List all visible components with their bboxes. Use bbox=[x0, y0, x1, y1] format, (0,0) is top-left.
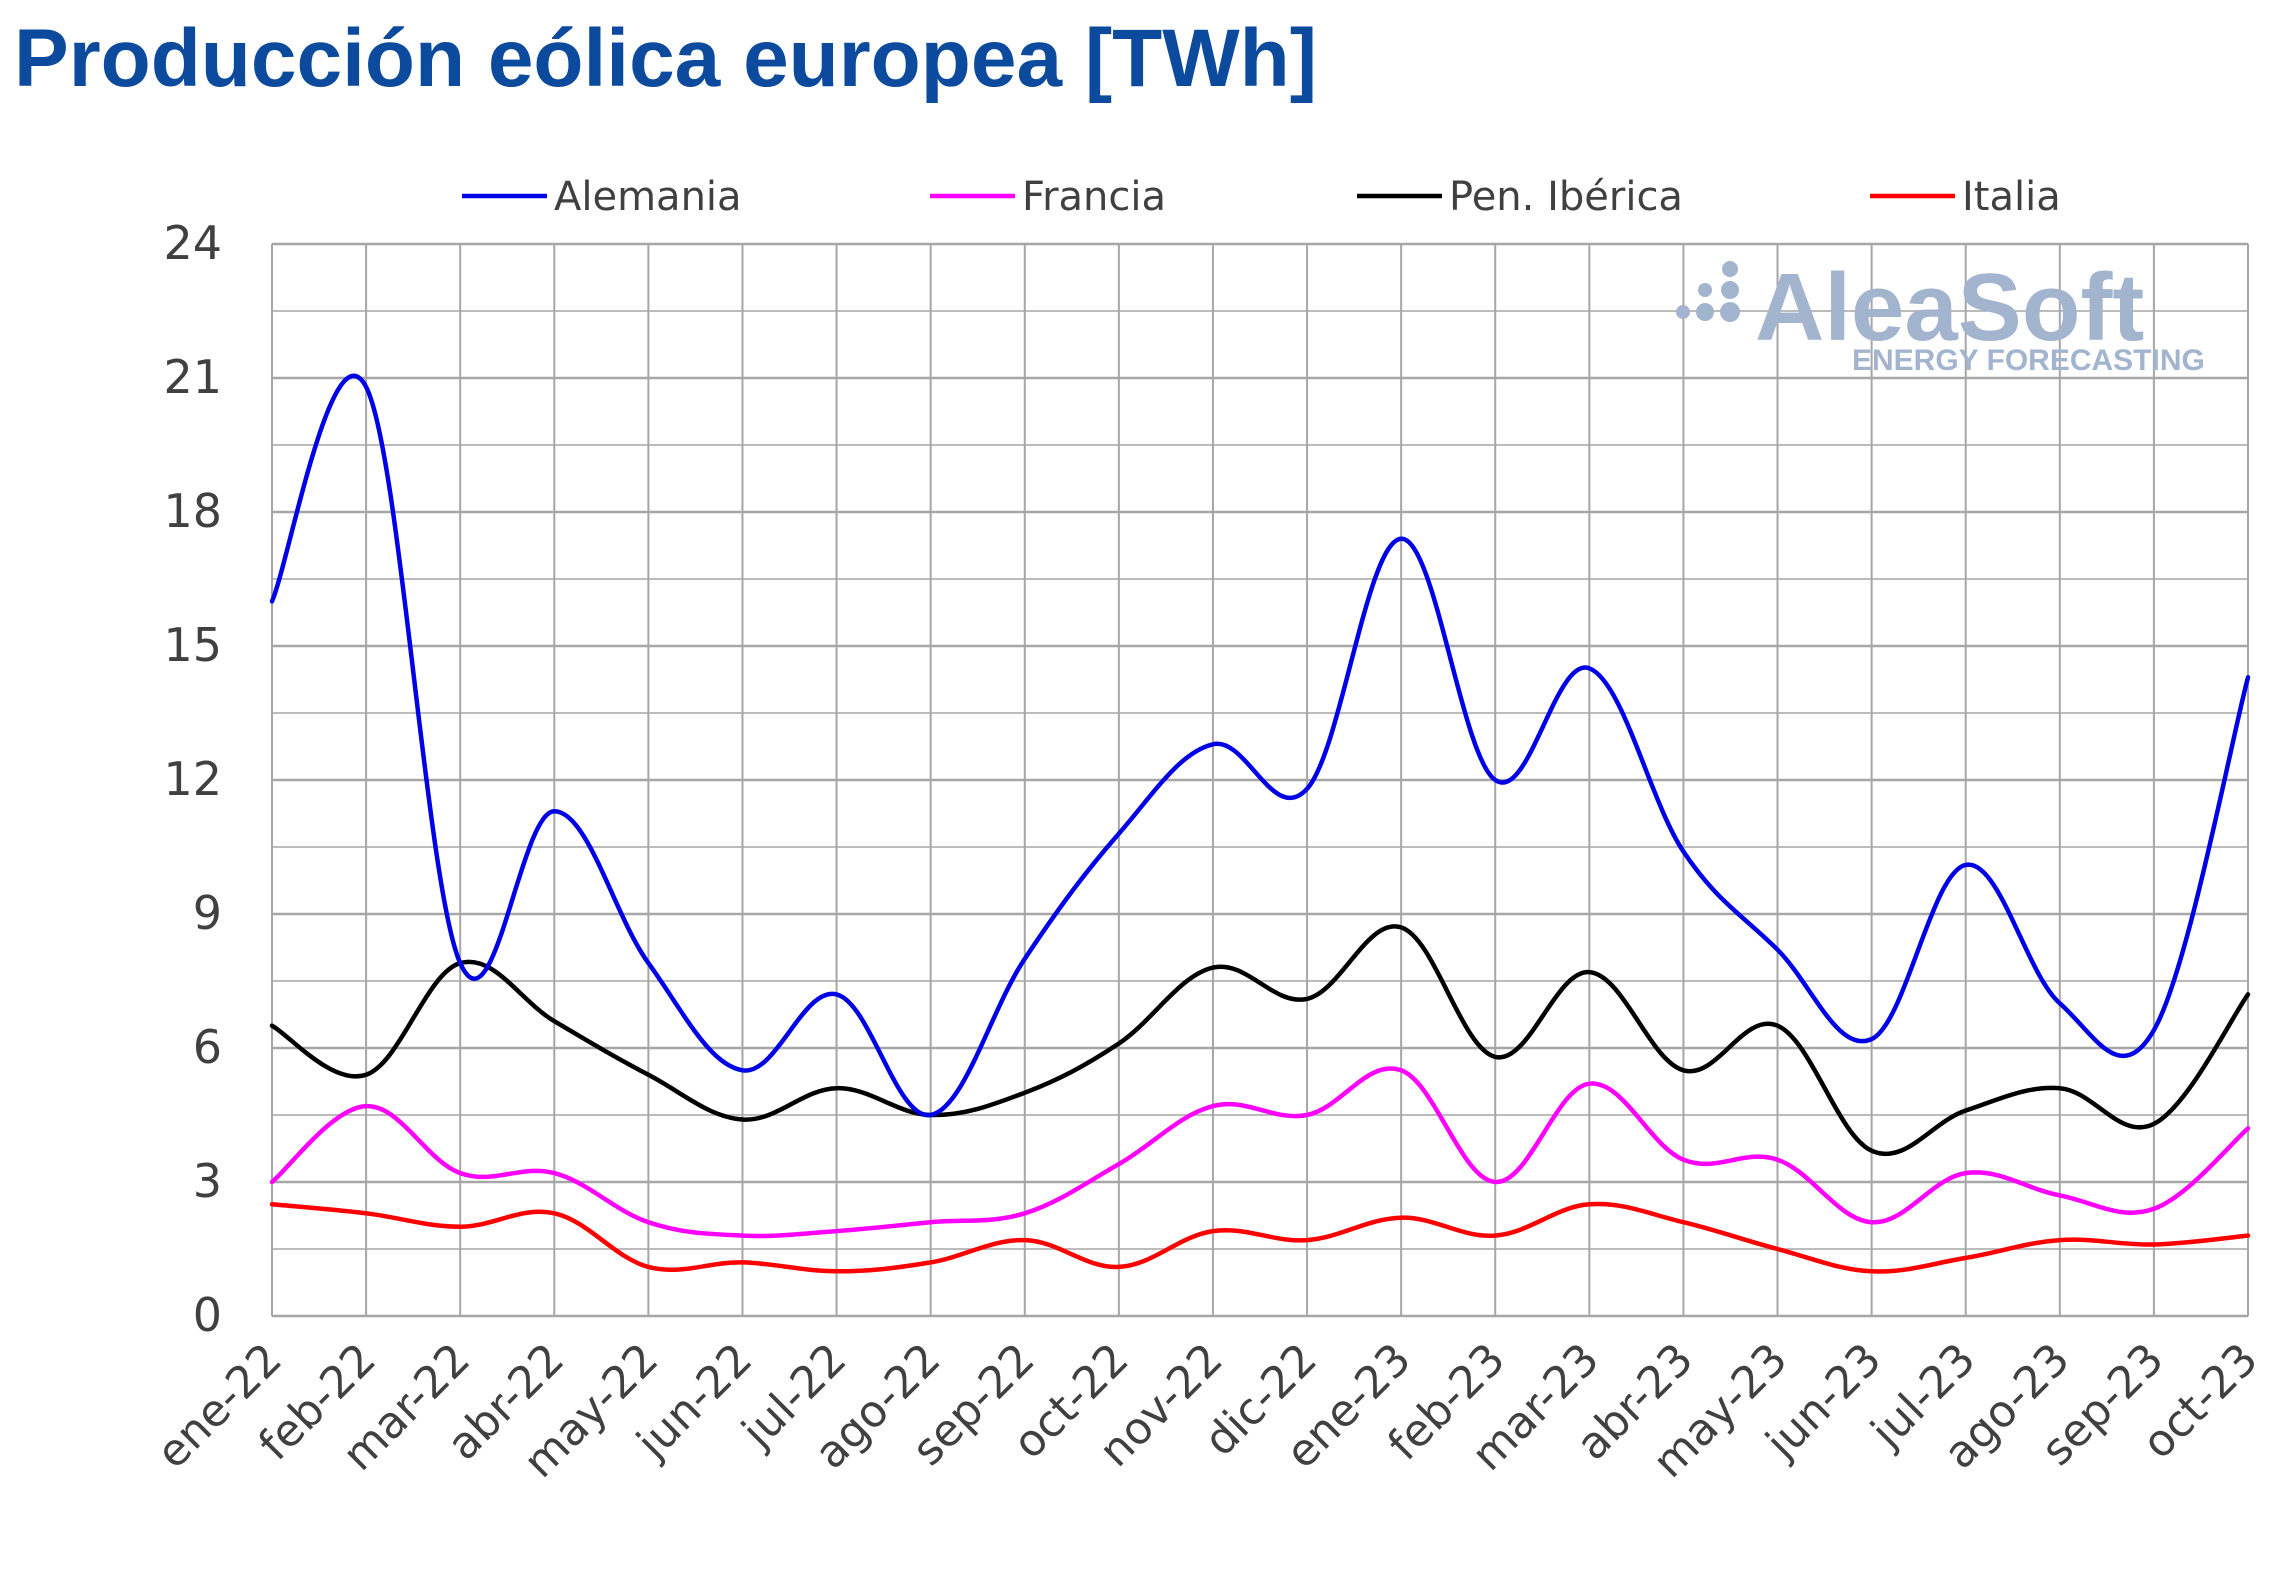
logo-dot bbox=[1696, 303, 1714, 321]
logo-dot bbox=[1698, 283, 1712, 297]
aleasoft-logo: AleaSoft ENERGY FORECASTING bbox=[1676, 254, 2205, 377]
y-tick-label: 12 bbox=[163, 752, 222, 806]
series-line-alemania bbox=[269, 373, 2251, 1118]
series-lines bbox=[269, 373, 2251, 1274]
logo-dot bbox=[1676, 305, 1690, 319]
series-line-italia bbox=[269, 1201, 2251, 1274]
logo-dot bbox=[1720, 302, 1740, 322]
logo-dot bbox=[1722, 261, 1738, 277]
logo-dot bbox=[1721, 281, 1739, 299]
legend: Alemania Francia Pen. Ibérica Italia bbox=[462, 174, 2061, 220]
y-tick-label: 21 bbox=[163, 350, 222, 404]
legend-label: Alemania bbox=[554, 174, 742, 220]
y-axis: 0 3 6 9 12 15 18 21 24 bbox=[163, 216, 222, 1342]
y-tick-label: 0 bbox=[193, 1288, 222, 1342]
y-tick-label: 9 bbox=[193, 886, 222, 940]
legend-label: Pen. Ibérica bbox=[1449, 174, 1683, 220]
legend-label: Italia bbox=[1962, 174, 2061, 220]
y-tick-label: 6 bbox=[193, 1020, 222, 1074]
grid bbox=[271, 242, 2249, 1318]
logo-sub-text: ENERGY FORECASTING bbox=[1852, 344, 2205, 377]
y-tick-label: 15 bbox=[163, 618, 222, 672]
logo-dots-icon bbox=[1676, 261, 1740, 322]
logo-main-text: AleaSoft bbox=[1755, 254, 2144, 361]
x-tick-label: ene-22 bbox=[147, 1334, 292, 1479]
series-line-francia bbox=[269, 1066, 2251, 1239]
x-axis: ene-22feb-22mar-22abr-22may-22jun-22jul-… bbox=[147, 1334, 2268, 1488]
y-tick-label: 3 bbox=[193, 1154, 222, 1208]
legend-label: Francia bbox=[1022, 174, 1166, 220]
y-tick-label: 24 bbox=[163, 216, 222, 270]
series-line-pen-iberica bbox=[269, 924, 2251, 1157]
chart-title: Producción eólica europea [TWh] bbox=[14, 13, 1318, 104]
y-tick-label: 18 bbox=[163, 484, 222, 538]
